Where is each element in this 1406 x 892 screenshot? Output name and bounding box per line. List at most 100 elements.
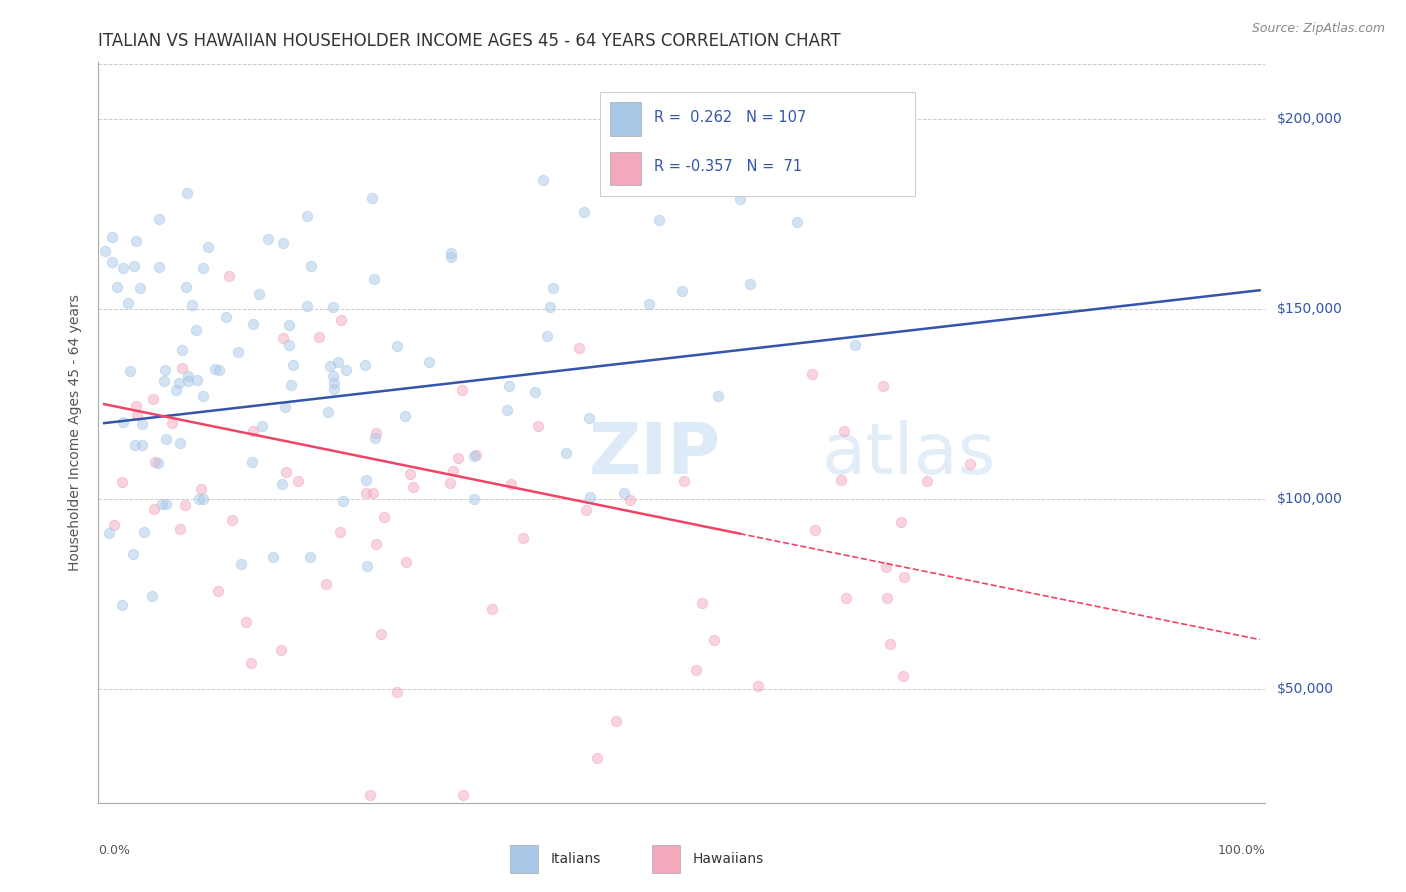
Point — [146, 456, 169, 470]
Point — [155, 497, 177, 511]
Point — [315, 576, 337, 591]
Point — [332, 493, 354, 508]
Point — [359, 788, 381, 802]
Point — [538, 300, 561, 314]
Point — [277, 318, 299, 333]
Point — [501, 477, 523, 491]
Point — [356, 559, 378, 574]
Point — [738, 277, 761, 291]
Point — [280, 377, 302, 392]
Point — [177, 369, 200, 384]
Point — [395, 555, 418, 569]
Point — [527, 418, 550, 433]
Point — [226, 345, 249, 359]
Point — [165, 383, 187, 397]
Point — [252, 419, 274, 434]
Point — [173, 498, 195, 512]
Point — [496, 403, 519, 417]
Point — [169, 522, 191, 536]
Point — [273, 400, 295, 414]
Point — [648, 213, 671, 227]
Point — [586, 751, 609, 765]
Point — [240, 657, 263, 671]
Point — [786, 215, 808, 229]
Point — [418, 355, 440, 369]
Point — [124, 399, 146, 413]
Point — [329, 525, 352, 540]
Point — [326, 355, 349, 369]
Point — [247, 287, 270, 301]
Point — [124, 438, 146, 452]
Point — [112, 261, 135, 276]
Point — [150, 497, 173, 511]
Point — [385, 685, 408, 699]
Point — [451, 384, 474, 398]
Point — [439, 246, 461, 260]
Point — [122, 547, 145, 561]
Point — [555, 446, 578, 460]
Point — [363, 272, 385, 286]
Point — [177, 375, 200, 389]
Point — [240, 455, 263, 469]
Point — [830, 473, 852, 487]
Point — [193, 260, 215, 275]
Point — [747, 679, 769, 693]
Point — [169, 436, 191, 450]
Point — [229, 557, 252, 571]
Point — [299, 259, 322, 273]
Point — [439, 475, 461, 490]
Point — [572, 205, 595, 219]
Point — [703, 632, 725, 647]
Point — [832, 424, 855, 438]
Point — [101, 230, 124, 244]
Point — [297, 209, 319, 223]
Point — [385, 339, 408, 353]
Point — [316, 405, 339, 419]
Point — [524, 384, 547, 399]
Point — [890, 515, 912, 529]
Point — [361, 486, 384, 500]
Point — [844, 338, 866, 352]
Text: atlas: atlas — [823, 420, 997, 490]
Point — [143, 502, 166, 516]
Point — [187, 491, 209, 506]
Point — [131, 438, 153, 452]
Point — [167, 376, 190, 391]
Text: Hawaiians: Hawaiians — [692, 852, 763, 865]
Point — [875, 559, 897, 574]
Text: ITALIAN VS HAWAIIAN HOUSEHOLDER INCOME AGES 45 - 64 YEARS CORRELATION CHART: ITALIAN VS HAWAIIAN HOUSEHOLDER INCOME A… — [98, 32, 841, 50]
Point — [128, 281, 150, 295]
Text: Italians: Italians — [550, 852, 600, 865]
Point — [132, 525, 155, 540]
Point — [127, 409, 149, 423]
Point — [915, 474, 938, 488]
Text: ZIP: ZIP — [589, 420, 721, 490]
Point — [181, 298, 204, 312]
Point — [536, 328, 558, 343]
Point — [370, 627, 392, 641]
Point — [148, 212, 170, 227]
Point — [330, 313, 353, 327]
Text: 0.0%: 0.0% — [98, 844, 131, 856]
Point — [481, 601, 503, 615]
Point — [672, 474, 695, 488]
Point — [402, 480, 425, 494]
Point — [692, 596, 714, 610]
Point — [361, 191, 384, 205]
Bar — [652, 845, 681, 872]
Point — [111, 599, 134, 613]
Point — [98, 525, 121, 540]
Point — [197, 239, 219, 253]
Point — [394, 409, 416, 423]
Point — [575, 503, 598, 517]
Point — [578, 490, 600, 504]
Point — [100, 255, 122, 269]
Point — [835, 591, 858, 606]
Point — [155, 432, 177, 446]
Point — [191, 491, 214, 506]
Point — [103, 517, 125, 532]
Point — [295, 299, 318, 313]
Point — [257, 232, 280, 246]
Point — [872, 379, 894, 393]
Point — [335, 362, 357, 376]
